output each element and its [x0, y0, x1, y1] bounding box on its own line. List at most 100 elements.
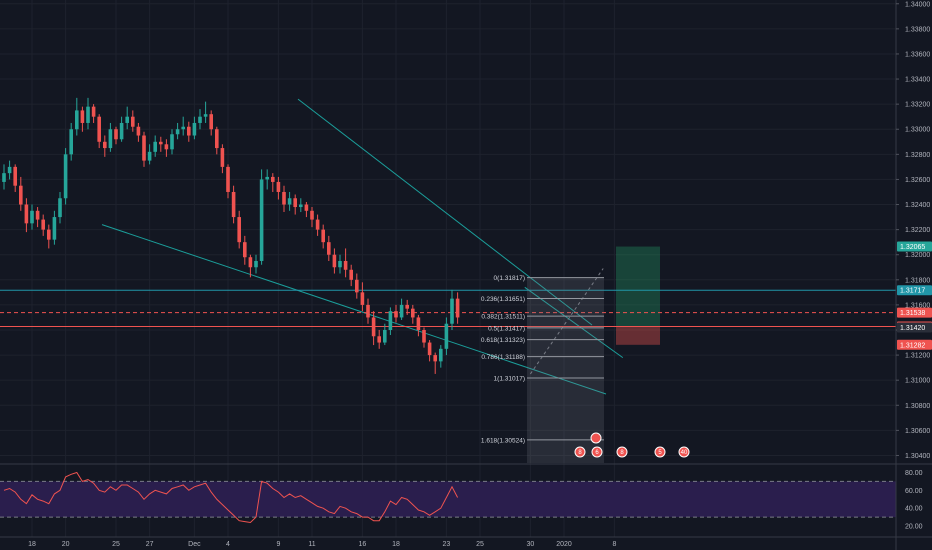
candle-body[interactable]	[153, 141, 157, 152]
candle-body[interactable]	[80, 110, 85, 123]
candle-body[interactable]	[170, 134, 174, 150]
candlestick-series[interactable]	[2, 97, 460, 374]
candle-body[interactable]	[209, 114, 213, 130]
candle-body[interactable]	[108, 129, 113, 149]
candle-body[interactable]	[119, 122, 124, 140]
candle-body[interactable]	[377, 336, 381, 343]
candle-body[interactable]	[164, 144, 169, 150]
candle-body[interactable]	[147, 151, 152, 161]
candle-body[interactable]	[315, 219, 320, 230]
candle-body[interactable]	[360, 292, 365, 305]
candle-body[interactable]	[30, 210, 34, 224]
candle-body[interactable]	[343, 260, 348, 270]
candle-body[interactable]	[198, 116, 202, 123]
candle-body[interactable]	[142, 135, 146, 161]
candle-body[interactable]	[58, 198, 62, 218]
candle-body[interactable]	[321, 229, 325, 243]
candle-body[interactable]	[243, 242, 247, 258]
candle-body[interactable]	[136, 126, 141, 136]
candle-body[interactable]	[13, 166, 17, 186]
candle-body[interactable]	[24, 204, 29, 224]
fibonacci-retracement[interactable]: 0(1.31817) 0.236(1.31651) 0.382(1.31511) 0.…	[481, 275, 604, 463]
candle-body[interactable]	[444, 323, 449, 349]
candle-body[interactable]	[299, 204, 303, 208]
candle-body[interactable]	[383, 329, 387, 343]
candle-body[interactable]	[131, 116, 135, 127]
candle-body[interactable]	[422, 329, 426, 343]
candle-body[interactable]	[310, 210, 314, 220]
candle-body[interactable]	[399, 304, 404, 318]
candle-body[interactable]	[338, 260, 342, 268]
candle-body[interactable]	[455, 298, 460, 318]
candle-body[interactable]	[69, 129, 73, 155]
candle-body[interactable]	[265, 176, 269, 180]
candle-body[interactable]	[427, 342, 432, 356]
rsi-line[interactable]	[3, 471, 459, 524]
candle-body[interactable]	[293, 198, 297, 208]
candle-body[interactable]	[405, 304, 409, 309]
candle-body[interactable]	[332, 254, 337, 268]
candle-body[interactable]	[237, 217, 241, 243]
long-position-stop-zone[interactable]	[616, 326, 660, 345]
news-event-icon[interactable]	[591, 446, 603, 458]
candle-body[interactable]	[97, 116, 101, 142]
candle-body[interactable]	[220, 148, 225, 167]
candle-body[interactable]	[416, 317, 421, 330]
candle-body[interactable]	[349, 269, 353, 280]
rsi-panel[interactable]	[0, 471, 896, 524]
news-event-icon[interactable]	[616, 446, 628, 458]
candle-body[interactable]	[47, 229, 51, 240]
candle-body[interactable]	[366, 304, 370, 318]
candle-body[interactable]	[254, 260, 258, 268]
candle-body[interactable]	[259, 179, 264, 261]
earnings-event-icon[interactable]	[590, 432, 602, 444]
candle-body[interactable]	[271, 176, 275, 182]
news-event-icon[interactable]	[678, 446, 690, 458]
candle-body[interactable]	[75, 110, 79, 130]
candle-body[interactable]	[450, 298, 454, 324]
candle-body[interactable]	[287, 198, 292, 205]
candle-body[interactable]	[41, 219, 45, 230]
candle-body[interactable]	[19, 185, 23, 205]
candle-body[interactable]	[355, 279, 359, 293]
trend-line-upper[interactable]	[297, 98, 593, 326]
candle-body[interactable]	[282, 191, 286, 205]
candle-body[interactable]	[411, 308, 415, 318]
event-markers[interactable]: 8 6 8 5 40	[574, 432, 690, 458]
candle-body[interactable]	[304, 204, 309, 211]
candle-body[interactable]	[52, 217, 57, 240]
candle-body[interactable]	[231, 191, 236, 218]
candle-body[interactable]	[203, 114, 208, 117]
candle-body[interactable]	[7, 166, 12, 174]
candle-body[interactable]	[276, 181, 281, 192]
candle-body[interactable]	[439, 348, 443, 362]
candle-body[interactable]	[226, 166, 230, 192]
candle-body[interactable]	[114, 129, 118, 140]
candle-body[interactable]	[192, 122, 197, 136]
candle-body[interactable]	[91, 106, 96, 117]
candle-body[interactable]	[248, 257, 253, 268]
drawing-tools[interactable]	[0, 98, 896, 395]
candle-body[interactable]	[388, 311, 393, 330]
candle-body[interactable]	[103, 141, 107, 149]
candle-body[interactable]	[433, 355, 437, 362]
candle-body[interactable]	[327, 242, 331, 255]
candle-body[interactable]	[86, 106, 90, 123]
candle-body[interactable]	[215, 129, 219, 149]
news-event-icon[interactable]	[654, 446, 666, 458]
candle-body[interactable]	[159, 141, 163, 145]
candle-body[interactable]	[63, 154, 68, 199]
long-position-target-zone[interactable]	[616, 246, 660, 327]
candle-body[interactable]	[371, 317, 376, 337]
price-axis[interactable]: 1.34000 1.33800 1.33600 1.33400 1.33200 1.330…	[895, 0, 930, 550]
candle-body[interactable]	[187, 126, 191, 136]
candle-body[interactable]	[35, 210, 40, 220]
candle-body[interactable]	[175, 129, 180, 135]
candle-body[interactable]	[2, 173, 6, 182]
candle-body[interactable]	[394, 311, 398, 318]
candle-body[interactable]	[181, 126, 185, 130]
news-event-icon[interactable]	[574, 446, 586, 458]
trend-line-short[interactable]	[524, 286, 624, 359]
trend-line-lower[interactable]	[101, 224, 607, 395]
